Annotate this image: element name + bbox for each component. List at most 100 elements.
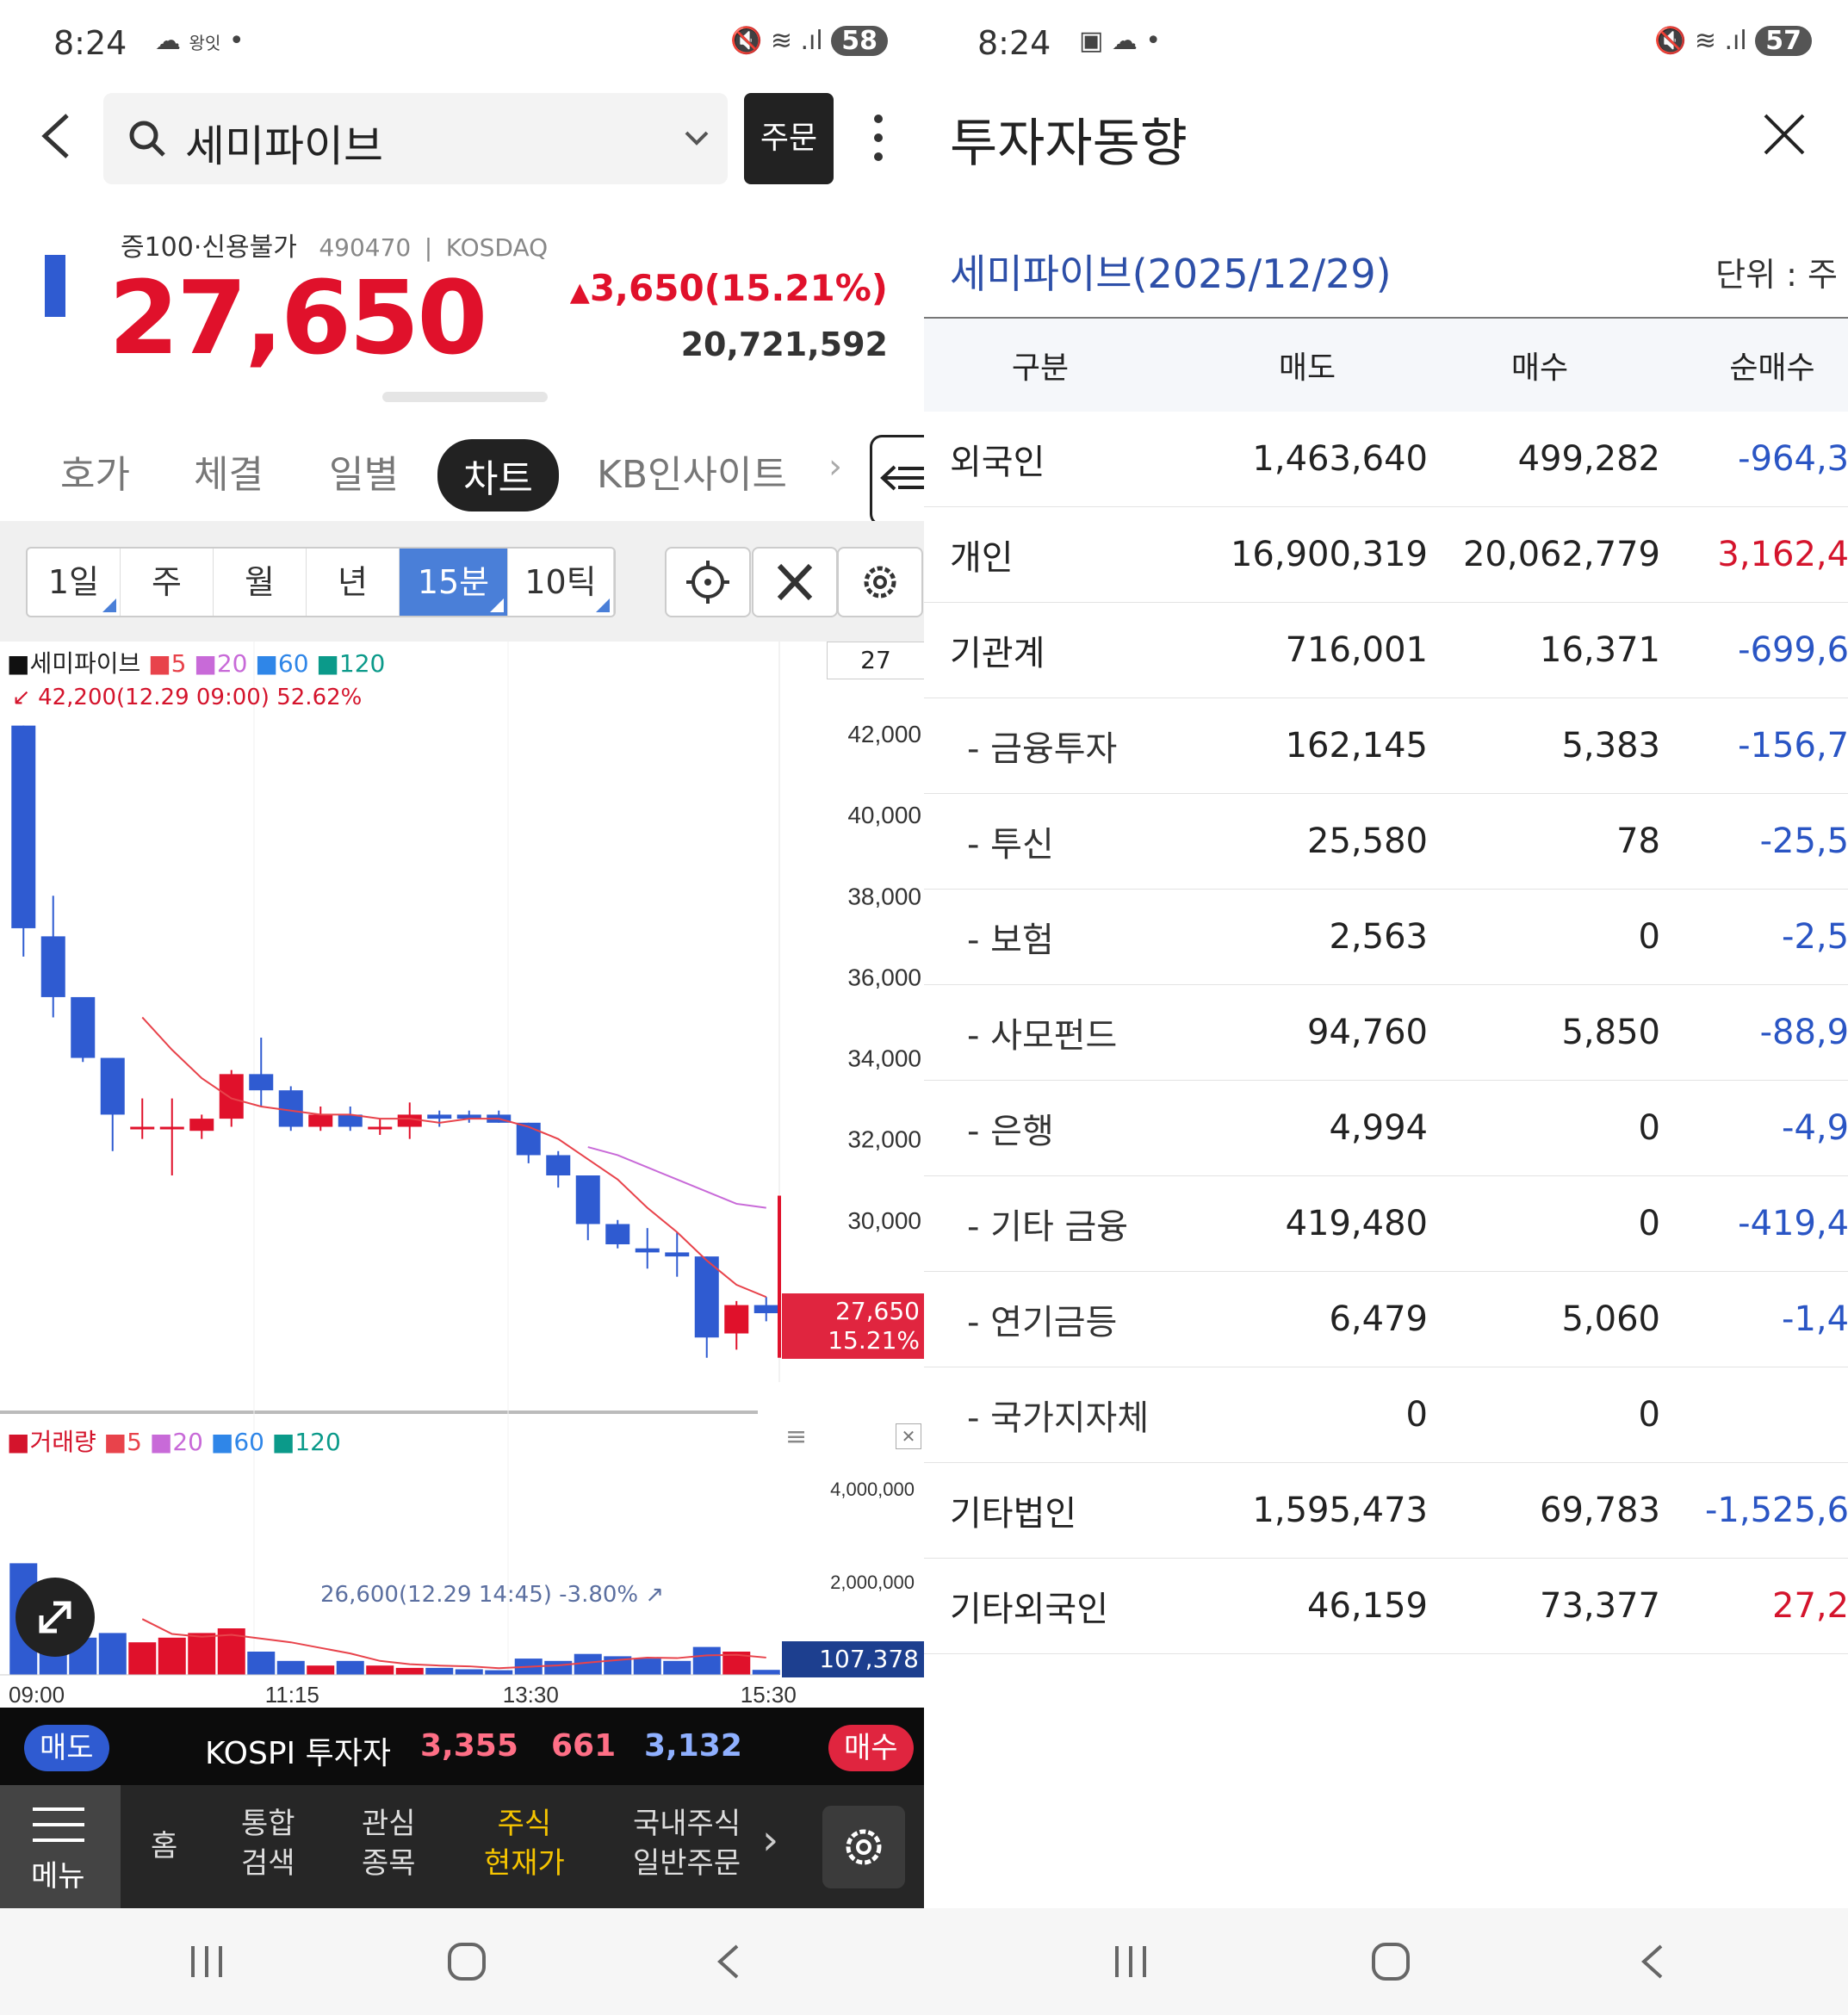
row-sell: 1,463,640 (1252, 439, 1428, 479)
search-query: 세미파이브 (185, 121, 383, 171)
close-icon[interactable] (1762, 112, 1807, 157)
notification-icons: ☁ 왕잇 • (155, 26, 245, 56)
chart-settings-button[interactable] (837, 547, 923, 617)
tab-kb-insight[interactable]: KB인사이트 (597, 453, 787, 497)
table-row: 외국인 1,463,640 499,282 -964,358 (924, 412, 1848, 507)
candle-body (130, 1126, 155, 1130)
volume-bar (574, 1653, 602, 1675)
candle-body (159, 1126, 184, 1130)
period-1day[interactable]: 1일 (28, 549, 121, 616)
tab-daily[interactable]: 일별 (329, 453, 399, 497)
row-net: -699,630 (1738, 630, 1848, 670)
crosshair-button[interactable] (665, 547, 751, 617)
legend-stock-name: 세미파이브 (29, 649, 141, 678)
price-chart[interactable]: 42,000 40,000 38,000 36,000 34,000 32,000 30,0… (0, 642, 924, 1709)
close-pane-icon[interactable]: ✕ (896, 1423, 921, 1449)
candle-body (308, 1114, 333, 1127)
hamburger-icon (33, 1807, 84, 1842)
low-annotation: 26,600(12.29 14:45) -3.80% ↗ (320, 1582, 665, 1608)
status-extra: 왕잇 (189, 33, 221, 53)
period-year[interactable]: 년 (307, 549, 400, 616)
candle-body (249, 1074, 274, 1091)
volume-ma5-line (141, 1618, 766, 1670)
table-row: 기타법인 1,595,473 69,783 -1,525,690 (924, 1463, 1848, 1559)
kospi-value-2: 661 (551, 1728, 617, 1764)
unit-label: 단위 : 주 (1715, 256, 1838, 294)
tab-trades[interactable]: 체결 (194, 453, 264, 497)
period-month[interactable]: 월 (214, 549, 307, 616)
row-buy: 5,850 (1561, 1013, 1660, 1052)
volume-bar (128, 1642, 157, 1675)
nav-settings-button[interactable] (822, 1806, 905, 1888)
table-row: - 보험 2,563 0 -2,563 (924, 890, 1848, 985)
chevron-right-icon[interactable]: › (828, 447, 842, 487)
y-tick-label: 34,000 (847, 1045, 921, 1072)
volume-bar (307, 1665, 335, 1675)
order-button[interactable]: 주문 (744, 93, 834, 184)
status-bar: 8:24 ☁ 왕잇 • 🔇 ≋ .ıl 58 (0, 0, 924, 86)
tab-hoga[interactable]: 호가 (60, 453, 130, 497)
candle-body (456, 1114, 481, 1119)
chevron-down-icon[interactable] (683, 126, 710, 152)
menu-button[interactable]: 메뉴 (0, 1785, 121, 1908)
candle-body (427, 1114, 452, 1119)
volume-tick-label: 2,000,000 (830, 1572, 915, 1593)
row-net: 27,218 (1772, 1586, 1848, 1626)
row-net: -88,910 (1759, 1013, 1848, 1052)
menu-label: 메뉴 (31, 1859, 85, 1894)
nav-integrated-search[interactable]: 통합 검색 (241, 1807, 295, 1881)
expand-chart-button[interactable] (16, 1578, 95, 1657)
buy-button[interactable]: 매수 (828, 1725, 914, 1771)
back-icon[interactable] (34, 110, 78, 162)
back-nav-icon[interactable] (1637, 1943, 1668, 1981)
nav-current-price[interactable]: 주식 현재가 (484, 1807, 565, 1881)
drawing-tools-button[interactable] (752, 547, 838, 617)
ma5-line (141, 1016, 767, 1299)
candle-body (397, 1114, 422, 1127)
stock-search-box[interactable]: 세미파이브 (103, 93, 728, 184)
pane-menu-icon[interactable]: ≡ (785, 1422, 808, 1452)
nav-next-icon[interactable]: › (762, 1816, 779, 1864)
gear-icon (864, 566, 896, 598)
investor-trend-screen: 8:24 ▣ ☁ • 🔇 ≋ .ıl 57 투자자동향 세미파이브(2025/1… (924, 0, 1848, 2015)
status-time: 8:24 (977, 24, 1051, 62)
period-15min[interactable]: 15분 (400, 549, 508, 616)
home-icon[interactable] (1370, 1941, 1411, 1982)
recent-apps-icon[interactable] (188, 1943, 226, 1981)
system-navigation-bar (0, 1908, 924, 2015)
tab-chart[interactable]: 차트 (437, 439, 559, 512)
row-sell: 25,580 (1307, 822, 1428, 861)
col-buy: 매수 (1510, 350, 1569, 386)
collapse-menu-icon (880, 465, 924, 491)
candle-body (71, 996, 96, 1058)
search-icon (129, 121, 165, 157)
table-row: 기타외국인 46,159 73,377 27,218 (924, 1559, 1848, 1654)
period-week[interactable]: 주 (121, 549, 214, 616)
recent-apps-icon[interactable] (1112, 1943, 1150, 1981)
candle-body (368, 1126, 393, 1130)
nav-domestic-order[interactable]: 국내주식 일반주문 (633, 1807, 741, 1881)
y-tick-label: 42,000 (847, 721, 921, 747)
nav-watchlist[interactable]: 관심 종목 (362, 1807, 416, 1881)
row-category: 기타외국인 (950, 1590, 1108, 1629)
more-options-icon[interactable] (870, 112, 887, 164)
candle-body (724, 1305, 749, 1334)
row-sell: 46,159 (1307, 1586, 1428, 1626)
nav-home[interactable]: 홈 (151, 1829, 178, 1863)
back-nav-icon[interactable] (713, 1943, 744, 1981)
row-category: - 연기금등 (967, 1303, 1118, 1342)
row-sell: 6,479 (1329, 1299, 1428, 1339)
volume-bar (158, 1637, 186, 1675)
volume-bar (663, 1660, 691, 1675)
row-net: 0 (1660, 1367, 1848, 1462)
period-10tick[interactable]: 10틱 (508, 549, 614, 616)
row-buy: 78 (1616, 822, 1660, 861)
tab-expand-button[interactable] (870, 435, 924, 526)
sell-button[interactable]: 매도 (24, 1725, 109, 1771)
drag-handle[interactable] (382, 392, 548, 402)
table-row: - 기타 금융 419,480 0 -419,480 (924, 1176, 1848, 1272)
home-icon[interactable] (446, 1941, 487, 1982)
volume-bar (276, 1660, 305, 1675)
row-category: - 사모펀드 (967, 1016, 1118, 1056)
candle-body (694, 1256, 719, 1338)
